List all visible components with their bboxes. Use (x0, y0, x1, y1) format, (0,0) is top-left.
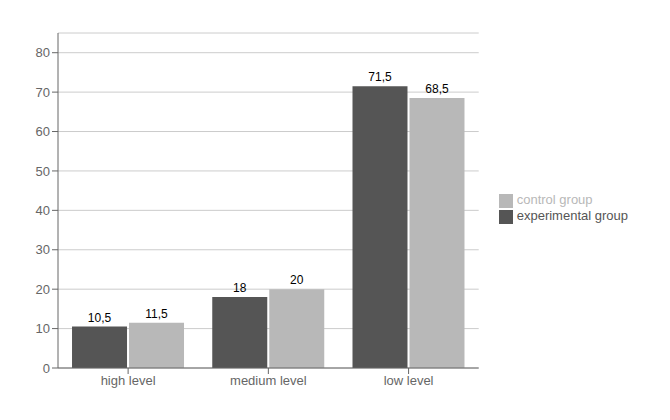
html-text:control group: control group (516, 192, 593, 208)
svg-text:50: 50 (36, 164, 50, 179)
svg-text:10: 10 (36, 321, 50, 336)
svg-text:medium level: medium level (230, 373, 307, 388)
svg-text:80: 80 (36, 45, 50, 60)
svg-text:20: 20 (290, 273, 304, 287)
svg-text:high level: high level (101, 373, 156, 388)
svg-text:60: 60 (36, 124, 50, 139)
svg-text:68,5: 68,5 (425, 82, 449, 96)
svg-text:18: 18 (233, 281, 247, 295)
svg-text:30: 30 (36, 242, 50, 257)
svg-text:10,5: 10,5 (88, 311, 112, 325)
svg-text:40: 40 (36, 203, 50, 218)
svg-text:20: 20 (36, 282, 50, 297)
svg-text:0: 0 (43, 361, 50, 376)
svg-text:70: 70 (36, 85, 50, 100)
svg-text:low level: low level (384, 373, 434, 388)
svg-text:71,5: 71,5 (368, 70, 392, 84)
svg-text:11,5: 11,5 (145, 307, 168, 321)
html-text:experimental group: experimental group (516, 208, 628, 223)
